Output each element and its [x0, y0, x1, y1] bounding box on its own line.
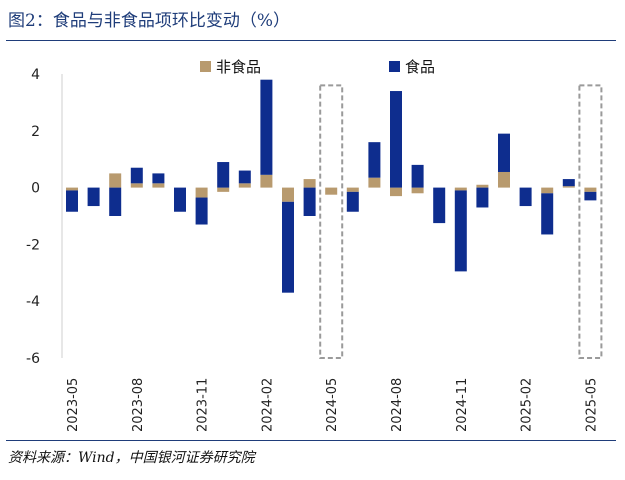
legend: 非食品 食品 — [200, 58, 435, 76]
y-axis-ticks: -6 -4 -2 0 2 4 — [26, 67, 40, 367]
y-tick-label: 4 — [31, 67, 40, 83]
y-tick-label: 0 — [31, 181, 40, 197]
nonfood-bar — [217, 187, 230, 192]
food-bar — [66, 190, 78, 212]
food-bar — [346, 191, 359, 212]
highlight-boxes — [319, 84, 603, 360]
nonfood-bar — [584, 187, 597, 192]
nonfood-bar — [325, 187, 338, 195]
y-tick-label: -2 — [26, 237, 40, 253]
y-tick-label: 2 — [31, 124, 40, 140]
x-tick-label: 2025-05 — [584, 378, 599, 432]
x-tick-label: 2024-11 — [455, 378, 470, 432]
x-tick-label: 2024-05 — [325, 378, 340, 432]
nonfood-bar — [195, 187, 208, 198]
nonfood-bar — [238, 183, 251, 188]
food-bar — [217, 162, 230, 188]
food-bar — [87, 187, 100, 207]
x-tick-label: 2023-08 — [131, 378, 146, 432]
legend-nonfood-swatch — [200, 61, 211, 72]
food-bar — [519, 187, 532, 207]
nonfood-bar — [454, 187, 467, 191]
nonfood-bar — [303, 179, 316, 188]
nonfood-bar — [541, 187, 554, 194]
x-tick-label: 2023-05 — [66, 378, 81, 432]
highlight-box — [578, 84, 603, 360]
nonfood-bar — [390, 187, 402, 197]
food-bar — [411, 164, 424, 188]
food-bar — [195, 197, 208, 225]
food-bar — [109, 187, 122, 216]
nonfood-bar — [152, 183, 165, 188]
title-rule — [6, 40, 616, 41]
nonfood-bar — [130, 183, 143, 188]
x-axis-ticks: 2023-05 2023-08 2023-11 2024-02 2024-05 2024-… — [66, 378, 599, 432]
food-bar — [303, 187, 316, 216]
food-bar — [152, 173, 165, 184]
x-tick-label: 2025-02 — [520, 378, 535, 432]
x-tick-label: 2024-08 — [390, 378, 405, 432]
food-bar — [174, 187, 186, 212]
nonfood-bar — [476, 184, 489, 188]
source-note: 资料来源：Wind，中国银河证券研究院 — [8, 450, 255, 466]
food-bar — [433, 187, 446, 224]
nonfood-bar — [346, 187, 359, 192]
x-tick-label: 2024-02 — [260, 378, 275, 432]
nonfood-bar — [109, 173, 122, 188]
nonfood-bar — [562, 186, 575, 188]
food-bar — [260, 79, 273, 175]
y-tick-label: -6 — [26, 351, 40, 367]
nonfood-bar — [66, 187, 78, 191]
food-bar — [238, 170, 251, 184]
food-bar — [541, 193, 554, 235]
nonfood-bar — [260, 174, 273, 188]
food-bar — [390, 91, 402, 188]
highlight-box — [319, 84, 344, 360]
nonfood-bar — [368, 177, 381, 188]
food-bar — [454, 190, 467, 272]
chart-title: 图2：食品与非食品项环比变动（%） — [8, 11, 290, 31]
legend-food-label: 食品 — [405, 58, 435, 76]
nonfood-bar — [498, 171, 510, 188]
food-bar — [368, 142, 381, 178]
bars — [66, 79, 597, 293]
source-rule — [6, 440, 616, 441]
food-bar — [562, 179, 575, 187]
legend-food-swatch — [389, 61, 400, 72]
food-bar — [584, 191, 597, 201]
food-bar — [282, 201, 294, 293]
nonfood-bar — [411, 187, 424, 194]
food-bar — [498, 133, 510, 172]
nonfood-bar — [282, 187, 294, 202]
legend-nonfood-label: 非食品 — [216, 58, 261, 76]
food-bar — [130, 167, 143, 184]
food-bar — [476, 187, 489, 208]
y-tick-label: -4 — [26, 294, 40, 310]
x-tick-label: 2023-11 — [196, 378, 211, 432]
chart-canvas: -6-4-2024 2023-05 2023-08 2023-11 2024-02 20… — [26, 58, 603, 432]
